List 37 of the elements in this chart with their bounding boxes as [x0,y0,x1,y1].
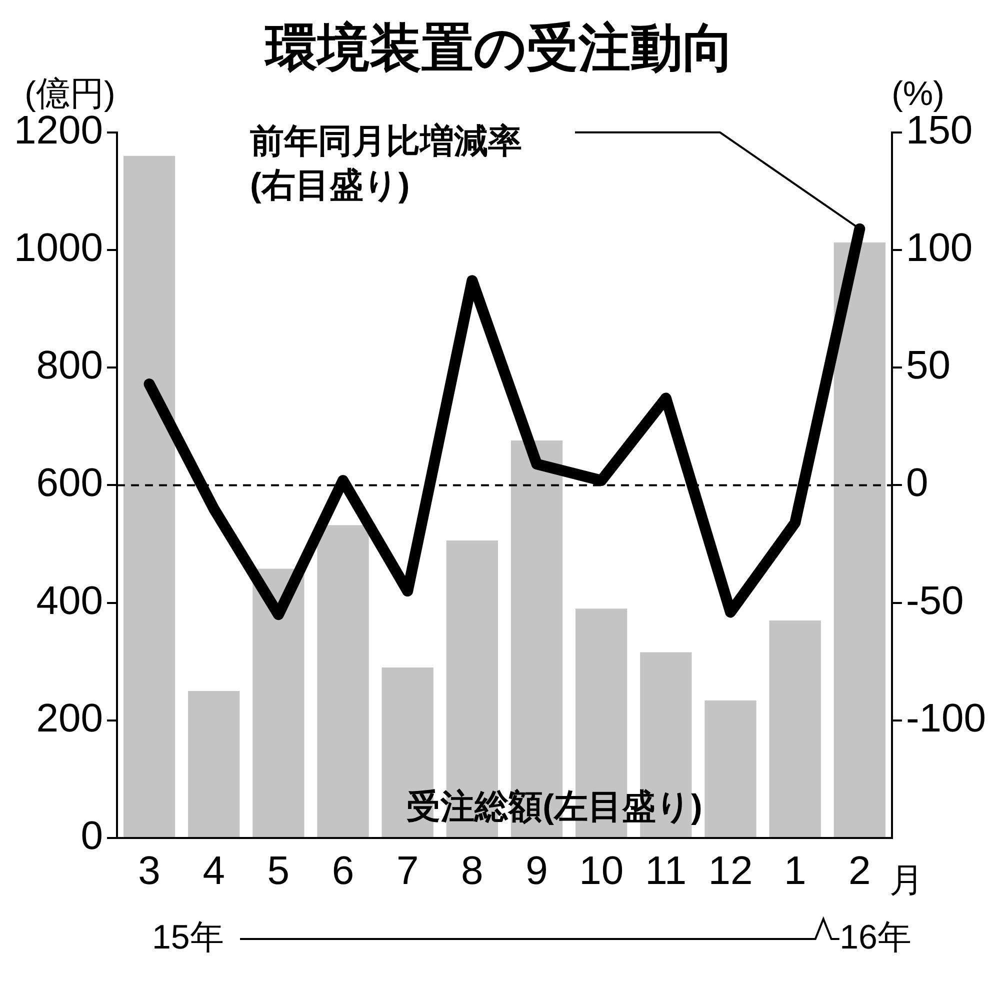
chart-title: 環境装置の受注動向 [264,20,734,78]
y-tick-label: 400 [36,578,103,623]
annotation: 前年同月比増減率 (右目盛り) [250,121,522,204]
y2-tick-label: -100 [906,696,986,740]
y2-axis-title: (%) [892,74,944,113]
bar [834,242,886,837]
bar [252,568,304,837]
text: 月 [890,861,924,900]
x-tick-label: 6 [332,849,354,894]
x-tick-label: 3 [138,849,160,894]
y-tick-label: 0 [80,814,103,858]
annotation: 受注総額(左目盛り) [406,788,702,826]
x-tick-label: 12 [708,849,753,894]
y-tick-label: 600 [36,461,103,506]
bar [123,156,176,837]
y-tick-label: 1000 [14,226,103,270]
y2-tick-label: 100 [906,226,973,270]
x-tick-label: 11 [645,849,687,894]
bar [769,620,821,837]
x-tick-label: 4 [202,849,225,894]
y-tick-label: 200 [36,696,103,740]
text: 16年 [840,918,912,956]
y2-tick-label: 50 [906,344,950,388]
bar [317,525,369,837]
x-tick-label: 8 [461,849,484,894]
x-tick-label: 9 [526,849,548,894]
x-tick-label: 7 [396,849,419,894]
text: 15年 [152,918,224,956]
bar [188,691,240,837]
y2-tick-label: -50 [906,578,964,623]
x-tick-label: 1 [784,849,806,894]
x-tick-label: 10 [579,849,624,894]
x-tick-label: 2 [848,849,871,894]
y-tick-label: 800 [36,344,103,388]
y2-tick-label: 0 [906,461,928,506]
x-tick-label: 5 [267,849,290,894]
bar [704,700,756,837]
